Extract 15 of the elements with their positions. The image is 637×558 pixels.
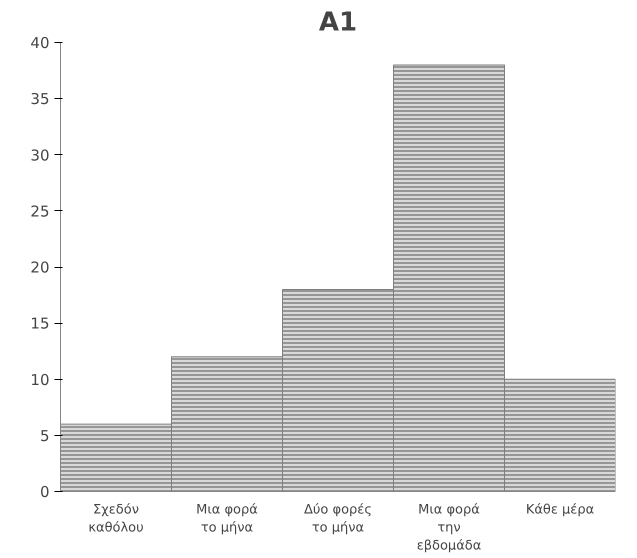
y-tick-label: 40	[30, 34, 50, 52]
chart-title: A1	[318, 8, 358, 38]
x-tick-label: Μια φορά την εβδομάδα	[416, 502, 482, 554]
y-tick-label: 5	[40, 426, 50, 445]
y-tick-label: 35	[30, 90, 50, 108]
y-tick-label: 20	[30, 258, 50, 276]
x-tick-label: Μια φορά το μήνα	[196, 502, 258, 536]
x-tick-label: Σχεδόν καθόλου	[88, 502, 144, 536]
y-tick-label: 15	[30, 314, 50, 333]
y-tick-label: 10	[30, 370, 50, 389]
y-tick-label: 30	[30, 146, 50, 164]
x-tick-label: Δύο φορές το μήνα	[304, 502, 372, 536]
y-tick-label: 25	[30, 202, 50, 220]
x-tick-label: Κάθε μέρα	[526, 502, 594, 518]
y-tick-label: 0	[40, 483, 50, 501]
